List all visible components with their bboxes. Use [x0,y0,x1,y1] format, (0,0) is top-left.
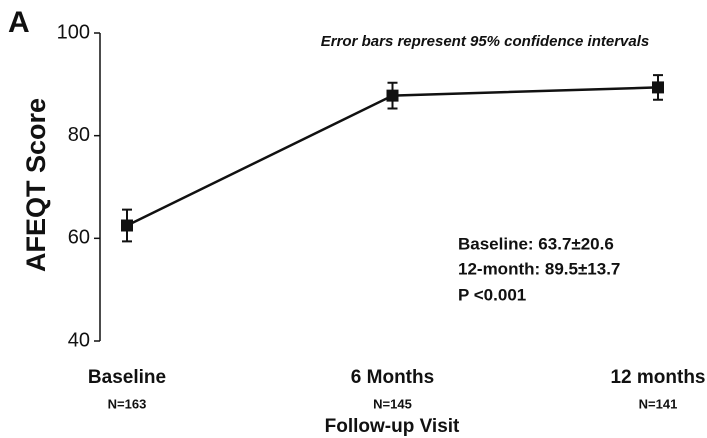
x-tick-label: Baseline [88,367,166,388]
marker [652,81,664,94]
y-tick-label: 40 [68,329,90,351]
marker [121,219,133,232]
y-axis-title: AFEQT Score [21,98,51,272]
x-tick-label: 12 months [610,367,705,388]
y-tick-label: 100 [57,21,90,43]
stats-text: Baseline: 63.7±20.6 [458,234,614,253]
panel-label: A [8,6,30,39]
y-tick-label: 80 [68,124,90,146]
stats-text: P <0.001 [458,285,526,304]
category-note: N=163 [108,396,147,411]
category-note: N=141 [639,396,678,411]
marker [386,89,399,102]
x-axis-title: Follow-up Visit [325,416,460,437]
annotation: Error bars represent 95% confidence inte… [321,33,649,50]
y-tick-label: 60 [68,227,90,249]
stats-text: 12-month: 89.5±13.7 [458,259,620,278]
x-tick-label: 6 Months [351,367,434,388]
category-note: N=145 [373,396,412,411]
